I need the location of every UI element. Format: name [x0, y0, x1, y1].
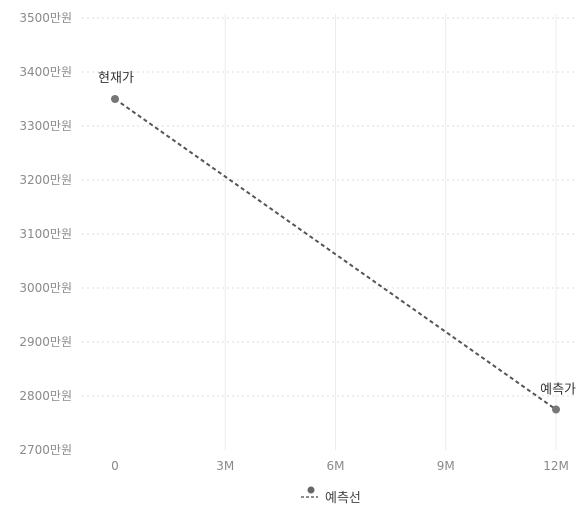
data-point[interactable]	[552, 405, 560, 414]
series-line	[114, 98, 557, 411]
gridlines	[82, 14, 575, 450]
data-point[interactable]	[111, 95, 119, 103]
y-axis-ticks: 2700만원 2800만원 2900만원 3000만원 3100만원 3200만원 3300…	[19, 11, 72, 457]
y-tick-label: 2800만원	[19, 389, 72, 403]
x-tick-label: 12M	[543, 459, 569, 473]
legend[interactable]: 예측선	[301, 486, 361, 507]
y-tick-label: 2700만원	[19, 443, 72, 457]
x-tick-label: 0	[111, 459, 119, 473]
y-tick-label: 2900만원	[19, 335, 72, 349]
y-tick-label: 3200만원	[19, 173, 72, 187]
point-annotation: 현재가	[98, 71, 134, 86]
x-axis-ticks: 0 3M 6M 9M 12M	[111, 459, 569, 473]
y-tick-label: 3000만원	[19, 281, 72, 295]
y-tick-label: 3400만원	[19, 65, 72, 79]
y-tick-label: 3100만원	[19, 227, 72, 241]
x-tick-label: 3M	[216, 459, 234, 473]
y-tick-label: 3500만원	[19, 11, 72, 25]
x-tick-label: 9M	[437, 459, 455, 473]
y-tick-label: 3300만원	[19, 119, 72, 133]
legend-label: 예측선	[325, 491, 361, 506]
point-annotation: 예측가	[540, 383, 576, 398]
legend-marker-icon	[301, 486, 318, 498]
x-tick-label: 6M	[327, 459, 345, 473]
